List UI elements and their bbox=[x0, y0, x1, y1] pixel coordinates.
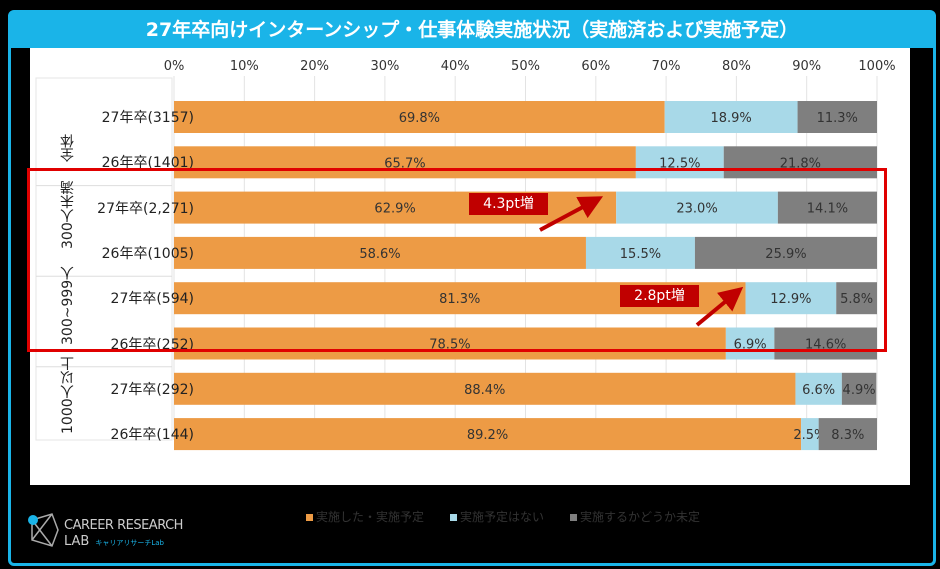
data-label: 6.6% bbox=[802, 383, 835, 398]
data-label: 4.9% bbox=[843, 383, 876, 398]
bar-segment bbox=[174, 327, 726, 360]
highlight-box bbox=[27, 168, 887, 352]
bar-segment bbox=[694, 236, 877, 269]
bar-segment bbox=[664, 101, 798, 133]
bar-segment bbox=[174, 418, 802, 451]
data-label: 62.9% bbox=[374, 202, 415, 217]
x-tick-label: 100% bbox=[858, 59, 895, 74]
legend-item: 実施した・実施予定 bbox=[306, 508, 424, 525]
data-label: 65.7% bbox=[384, 156, 425, 171]
bar-segment bbox=[795, 372, 842, 405]
x-tick-label: 90% bbox=[792, 59, 821, 74]
bar-segment bbox=[585, 236, 695, 269]
x-tick-label: 60% bbox=[581, 59, 610, 74]
data-label: 88.4% bbox=[464, 383, 505, 398]
data-label: 58.6% bbox=[359, 247, 400, 262]
bar-segment bbox=[635, 146, 724, 179]
row-label: 26年卒(252) bbox=[110, 336, 194, 353]
data-label: 12.5% bbox=[659, 156, 700, 171]
frame bbox=[8, 10, 936, 566]
bar-segment bbox=[174, 101, 665, 133]
arrow-icon bbox=[539, 196, 604, 232]
data-label: 21.8% bbox=[780, 156, 821, 171]
x-tick-label: 50% bbox=[511, 59, 540, 74]
annotation-label: 2.8pt増 bbox=[620, 285, 699, 307]
bar-segment bbox=[174, 236, 586, 269]
data-label: 69.8% bbox=[399, 111, 440, 126]
legend-label: 実施するかどうか未定 bbox=[580, 510, 701, 524]
data-label: 6.9% bbox=[734, 338, 767, 353]
bar-segment bbox=[841, 372, 877, 405]
chart-panel: 0% 10% 20% 30% 40% 50% 60% 70% 80% 90% 100% 69.8% 18… bbox=[30, 48, 910, 524]
data-label: 14.6% bbox=[805, 338, 846, 353]
x-tick-label: 30% bbox=[370, 59, 399, 74]
data-label: 11.3% bbox=[817, 111, 858, 126]
x-tick-label: 0% bbox=[164, 59, 185, 74]
label-panel bbox=[35, 77, 173, 441]
data-label: 23.0% bbox=[676, 202, 717, 217]
data-label: 5.8% bbox=[840, 292, 873, 307]
bar-segment bbox=[723, 146, 877, 179]
data-label: 81.3% bbox=[439, 292, 480, 307]
logo: CAREER RESEARCH LAB キャリアリサーチLab bbox=[24, 512, 183, 552]
data-label: 2.5% bbox=[793, 428, 826, 443]
bar-segment bbox=[818, 418, 877, 451]
x-tick-label: 10% bbox=[230, 59, 259, 74]
bar-segment bbox=[725, 327, 775, 360]
data-label: 8.3% bbox=[831, 428, 864, 443]
logo-icon bbox=[28, 513, 59, 547]
x-tick-label: 20% bbox=[300, 59, 329, 74]
annotation-label: 4.3pt増 bbox=[469, 193, 548, 215]
chart-title: 27年卒向けインターンシップ・仕事体験実施状況（実施済および実施予定） bbox=[11, 13, 933, 48]
row-label: 27年卒(594) bbox=[110, 291, 194, 308]
logo-text: LAB bbox=[64, 534, 90, 549]
legend: 実施した・実施予定 実施予定はない 実施するかどうか未定 bbox=[306, 508, 700, 525]
bar-segment bbox=[174, 146, 636, 179]
data-label: 18.9% bbox=[710, 111, 751, 126]
data-label: 89.2% bbox=[467, 428, 508, 443]
row-label: 27年卒(292) bbox=[110, 381, 194, 398]
row-label: 26年卒(1005) bbox=[101, 245, 194, 262]
legend-label: 実施予定はない bbox=[460, 510, 545, 524]
row-label: 26年卒(1401) bbox=[101, 155, 194, 172]
x-tick-label: 70% bbox=[652, 59, 681, 74]
bar-segment bbox=[836, 282, 877, 315]
row-label: 27年卒(2,271) bbox=[97, 200, 194, 217]
data-label: 25.9% bbox=[765, 247, 806, 262]
bar-segment bbox=[174, 372, 796, 405]
x-tick-label: 80% bbox=[722, 59, 751, 74]
data-label: 14.1% bbox=[807, 202, 848, 217]
chart-svg: 0% 10% 20% 30% 40% 50% 60% 70% 80% 90% 100% 69.8% 18… bbox=[35, 59, 896, 451]
bar-segment bbox=[616, 191, 778, 224]
data-label: 78.5% bbox=[429, 338, 470, 353]
logo-text: CAREER RESEARCH bbox=[64, 518, 183, 533]
arrow-icon bbox=[695, 286, 744, 327]
legend-item: 実施するかどうか未定 bbox=[570, 508, 700, 525]
bar-segment bbox=[745, 282, 837, 315]
bar-segment bbox=[774, 327, 877, 360]
x-tick-label: 40% bbox=[441, 59, 470, 74]
row-label: 26年卒(144) bbox=[110, 427, 194, 444]
logo-subtext: キャリアリサーチLab bbox=[95, 539, 164, 547]
bar-segment bbox=[801, 418, 819, 451]
legend-item: 実施予定はない bbox=[450, 508, 544, 525]
data-label: 15.5% bbox=[620, 247, 661, 262]
legend-label: 実施した・実施予定 bbox=[316, 510, 425, 524]
row-label: 27年卒(3157) bbox=[101, 110, 194, 126]
data-label: 12.9% bbox=[770, 292, 811, 307]
bar-segment bbox=[797, 101, 877, 133]
bar-segment bbox=[777, 191, 877, 224]
